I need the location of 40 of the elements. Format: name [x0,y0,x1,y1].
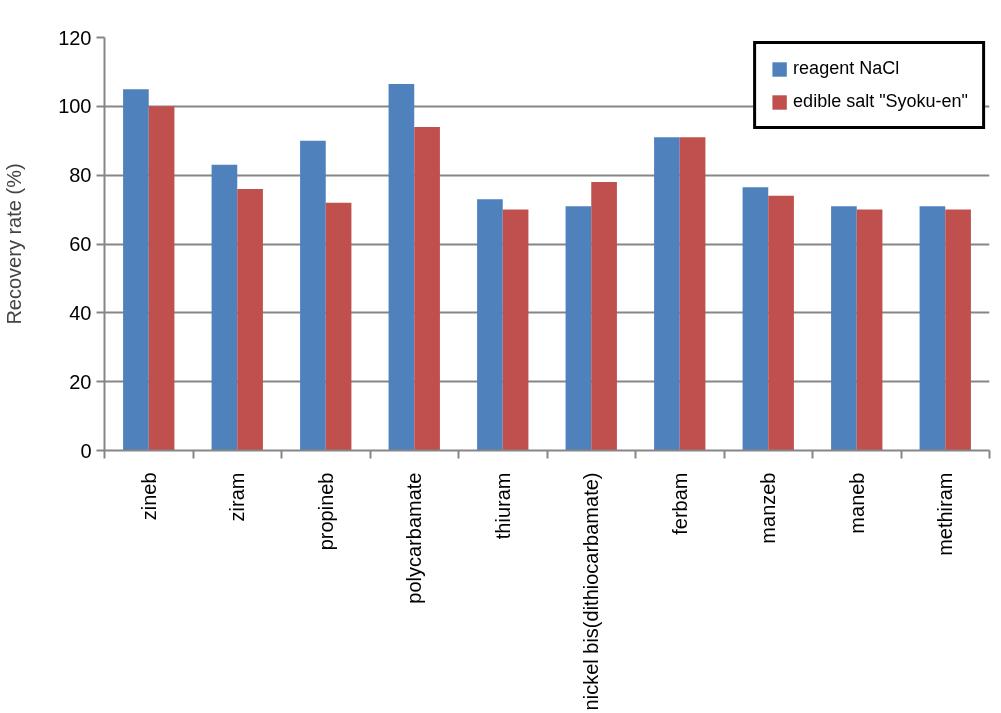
bar [325,202,352,451]
bar [945,209,971,451]
bar [654,137,680,451]
y-tick-label: 120 [58,26,92,49]
y-tick-label: 100 [58,95,92,118]
legend-label: edible salt "Syoku-en" [793,91,968,112]
y-axis-title: Recovery rate (%) [3,163,26,325]
bar [237,188,263,451]
x-tick-label: methiram [934,472,957,556]
legend-label: reagent NaCl [793,58,900,79]
x-tick-label: propineb [314,472,337,551]
bar [919,206,946,451]
bar [211,164,238,451]
bar [388,83,415,451]
y-tick-label: 20 [69,370,92,393]
bar [856,209,883,451]
bar [679,137,706,451]
x-tick-label: ziram [226,472,249,522]
bar [502,209,529,451]
bar [477,199,503,451]
x-tick-label: manzeb [757,472,780,544]
x-tick-label: ferbam [668,472,691,535]
bar [742,187,769,451]
y-tick-label: 60 [69,233,92,255]
bar [768,195,794,451]
bar [148,106,175,451]
bar [591,182,617,451]
bar [123,89,149,451]
y-tick-label: 80 [69,164,92,187]
bar [831,206,857,451]
bar [414,126,440,451]
y-tick-label: 40 [69,301,92,324]
x-tick-label: polycarbamate [403,472,426,604]
bar [300,140,326,451]
x-tick-label: nickel bis(dithiocarbamate) [580,472,603,711]
x-tick-label: thiuram [491,472,514,540]
y-tick-label: 0 [80,439,92,462]
x-tick-label: zineb [137,472,160,521]
bar [565,206,592,451]
x-tick-label: maneb [845,472,868,534]
